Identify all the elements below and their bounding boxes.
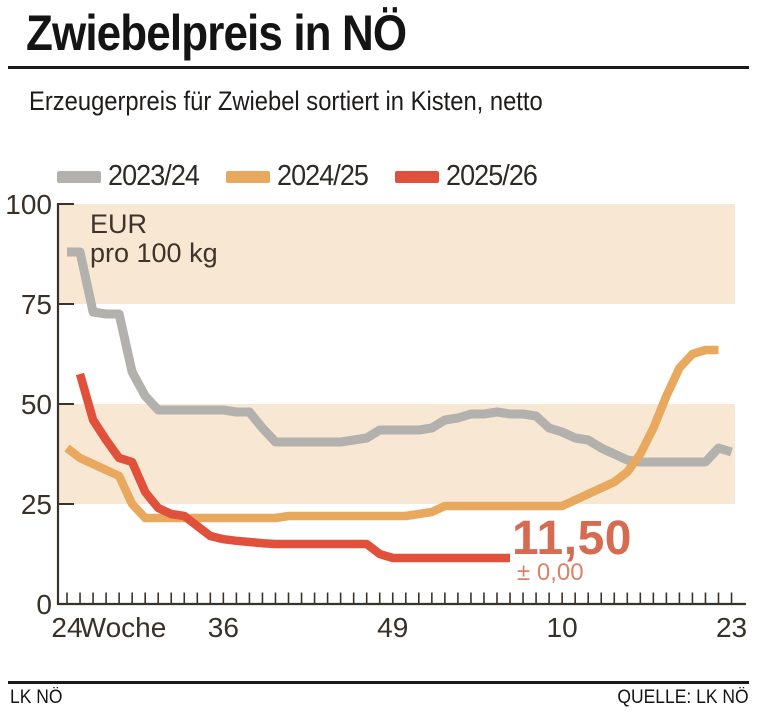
title-rule — [8, 66, 749, 69]
legend-item-2024-25: 2024/25 — [225, 160, 375, 193]
legend-swatch-2025-26 — [394, 170, 439, 183]
legend-label-2024-25: 2024/25 — [276, 160, 369, 192]
highlight-band — [59, 404, 735, 504]
legend-swatch-2023-24 — [57, 170, 101, 183]
legend-label-2023-24: 2023/24 — [108, 160, 200, 192]
y-tick-label: 0 — [36, 589, 52, 620]
y-tick-label: 25 — [21, 489, 52, 520]
legend: 2023/24 2024/25 2025/26 — [57, 160, 543, 193]
page-title: Zwiebelpreis in NÖ — [26, 5, 407, 61]
series-line-2023-24 — [67, 247, 733, 467]
x-tick-label: 24 — [51, 612, 82, 643]
legend-swatch-2024-25 — [225, 170, 270, 183]
highlight-band — [59, 204, 735, 304]
source-label: QUELLE: LK NÖ — [617, 687, 749, 708]
x-axis-title: Woche — [80, 612, 167, 643]
footer-rule — [8, 681, 749, 684]
unit-label-line: EUR — [90, 209, 147, 239]
x-tick-label: 49 — [377, 612, 408, 643]
x-tick-label: 36 — [208, 612, 239, 643]
current-price-label: 11,50 — [512, 512, 632, 565]
x-tick-label: 23 — [716, 612, 747, 643]
y-tick-label: 50 — [21, 389, 52, 420]
legend-item-2025-26: 2025/26 — [394, 160, 544, 193]
legend-item-2023-24: 2023/24 — [57, 160, 206, 193]
legend-label-2025-26: 2025/26 — [445, 160, 538, 192]
price-change-label: ± 0,00 — [517, 559, 584, 586]
series-line-2025-26 — [75, 372, 510, 563]
unit-label-line: pro 100 kg — [90, 238, 218, 268]
page-subtitle: Erzeugerpreis für Zwiebel sortiert in Ki… — [29, 86, 543, 116]
series-lines — [64, 247, 733, 563]
footer-credit: LK NÖ — [10, 687, 63, 708]
highlight-bands — [59, 204, 735, 504]
axes: 100 75 50 25 024 36 49 10 23 Woche — [5, 189, 747, 643]
x-tick-label: 10 — [547, 612, 578, 643]
y-tick-label: 75 — [21, 289, 52, 320]
y-tick-label: 100 — [5, 189, 52, 220]
